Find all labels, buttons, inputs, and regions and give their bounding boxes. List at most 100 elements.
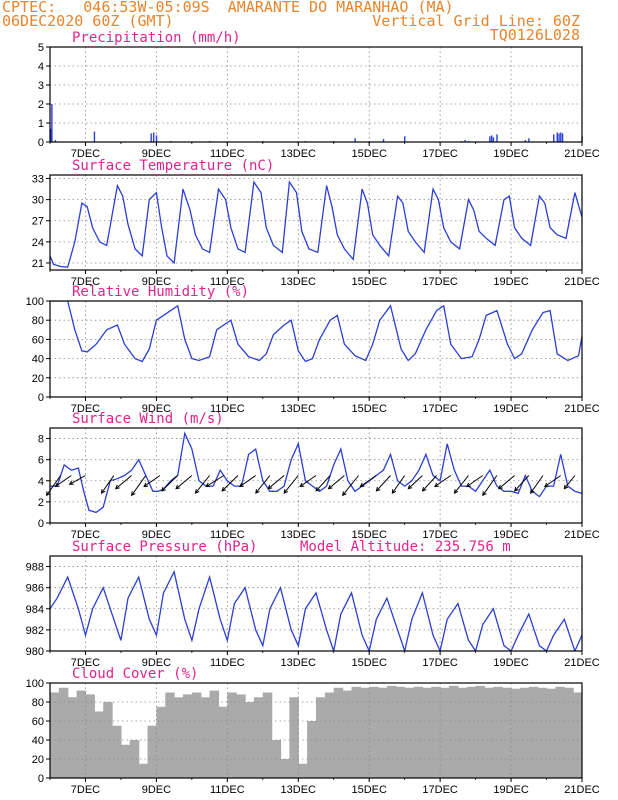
x-tick-label: 17DEC: [422, 657, 458, 669]
precip-bar: [464, 140, 466, 142]
cloud-bar: [324, 692, 335, 778]
wind-arrow: [422, 475, 437, 492]
cloud-bar: [112, 725, 122, 778]
x-tick-label: 11DEC: [210, 784, 245, 796]
wind-arrow: [342, 475, 359, 496]
cloud-bar: [475, 685, 486, 778]
x-tick-label: 17DEC: [422, 148, 458, 160]
y-tick-label: 20: [32, 373, 44, 385]
wind-arrow: [239, 475, 256, 487]
x-tick-label: 11DEC: [210, 529, 245, 541]
x-tick-label: 11DEC: [210, 276, 245, 288]
wind-arrow: [143, 475, 161, 487]
x-tick-label: 7DEC: [71, 784, 100, 796]
precip-bar: [561, 133, 564, 142]
wind-arrow: [514, 475, 530, 492]
y-tick-label: 984: [26, 604, 44, 616]
wind-arrow: [205, 475, 225, 487]
wind-arrow-head: [283, 489, 289, 494]
x-tick-label: 15DEC: [351, 276, 387, 288]
station-header: CPTEC: 046:53W-05:09S AMARANTE DO MARANH…: [2, 0, 454, 16]
cloud-bar: [413, 686, 423, 778]
x-tick-label: 19DEC: [493, 784, 529, 796]
wind-arrow-head: [327, 484, 333, 490]
cloud-bar: [404, 687, 415, 778]
cloud-bar: [528, 686, 539, 778]
wind-arrow: [360, 475, 377, 487]
x-tick-label: 19DEC: [493, 148, 529, 160]
cloud-bar: [209, 690, 220, 778]
y-tick-label: 5: [38, 42, 44, 54]
wind-arrow-head: [453, 489, 459, 494]
x-tick-label: 7DEC: [71, 403, 100, 415]
x-tick-label: 21DEC: [564, 276, 600, 288]
x-tick-label: 17DEC: [422, 403, 458, 415]
cloud-bar: [386, 685, 397, 778]
x-tick-label: 13DEC: [281, 784, 317, 796]
cloud-bar: [165, 692, 175, 778]
cloud-bar: [431, 686, 441, 778]
cloud-bar: [94, 711, 104, 778]
x-tick-label: 9DEC: [142, 148, 171, 160]
wind-arrow-head: [375, 486, 381, 492]
wind-arrow: [101, 475, 115, 494]
pressure-line: [50, 569, 582, 651]
x-tick-label: 15DEC: [351, 529, 387, 541]
cloud-bar: [253, 697, 264, 778]
x-tick-label: 17DEC: [422, 529, 458, 541]
x-tick-label: 9DEC: [142, 657, 171, 669]
wind-arrow-head: [255, 489, 260, 494]
cloud-bar: [351, 686, 361, 778]
wind-arrow: [283, 475, 299, 494]
cloud-bar: [218, 706, 228, 778]
x-tick-label: 11DEC: [210, 403, 245, 415]
cloud-bar: [262, 692, 273, 778]
precip-bar: [553, 134, 555, 142]
y-tick-label: 60: [32, 716, 44, 728]
cloud-bar: [493, 686, 503, 778]
precip-bar: [492, 137, 495, 142]
x-tick-label: 11DEC: [210, 657, 245, 669]
x-tick-label: 17DEC: [422, 784, 458, 796]
wind-arrow-head: [465, 482, 471, 488]
y-tick-label: 0: [38, 137, 44, 149]
cloud-bar: [422, 687, 432, 778]
wind-arrow-head: [114, 484, 120, 490]
x-tick-label: 9DEC: [142, 276, 171, 288]
x-tick-label: 9DEC: [142, 784, 171, 796]
cloud-cover-frame: [49, 682, 583, 779]
cloud-bar: [298, 763, 308, 778]
wind-line: [50, 431, 582, 514]
model-id: TQ0126L028: [489, 26, 580, 44]
y-tick-label: 6: [38, 455, 44, 467]
cloud-bar: [395, 686, 406, 778]
wind-arrow-head: [161, 486, 166, 492]
wind-arrow: [407, 475, 423, 490]
wind-frame: [49, 427, 583, 524]
wind-arrow-head: [530, 489, 535, 494]
wind-arrow: [299, 475, 317, 487]
x-tick-label: 13DEC: [281, 148, 317, 160]
y-tick-label: 8: [38, 434, 44, 446]
cloud-bar: [333, 687, 344, 778]
wind-arrow: [454, 475, 469, 494]
x-tick-label: 21DEC: [564, 148, 600, 160]
cloud-bar: [342, 690, 353, 778]
wind-arrow-head: [407, 484, 413, 490]
wind-arrow-head: [482, 491, 487, 497]
cloud-bar: [457, 687, 468, 778]
precip-bar: [404, 136, 406, 142]
cloud-bar: [564, 687, 574, 778]
cloud-bar: [129, 740, 140, 778]
precip-bar: [54, 140, 57, 142]
cloud-bar: [555, 686, 565, 778]
wind-arrow: [328, 475, 345, 490]
wind-arrow: [498, 475, 515, 490]
cloud-bar: [103, 702, 113, 778]
y-tick-label: 0: [38, 392, 44, 404]
precip-bar: [524, 140, 527, 142]
humidity-line: [50, 301, 582, 363]
cloud-bar: [183, 694, 193, 778]
y-tick-label: 80: [32, 697, 44, 709]
